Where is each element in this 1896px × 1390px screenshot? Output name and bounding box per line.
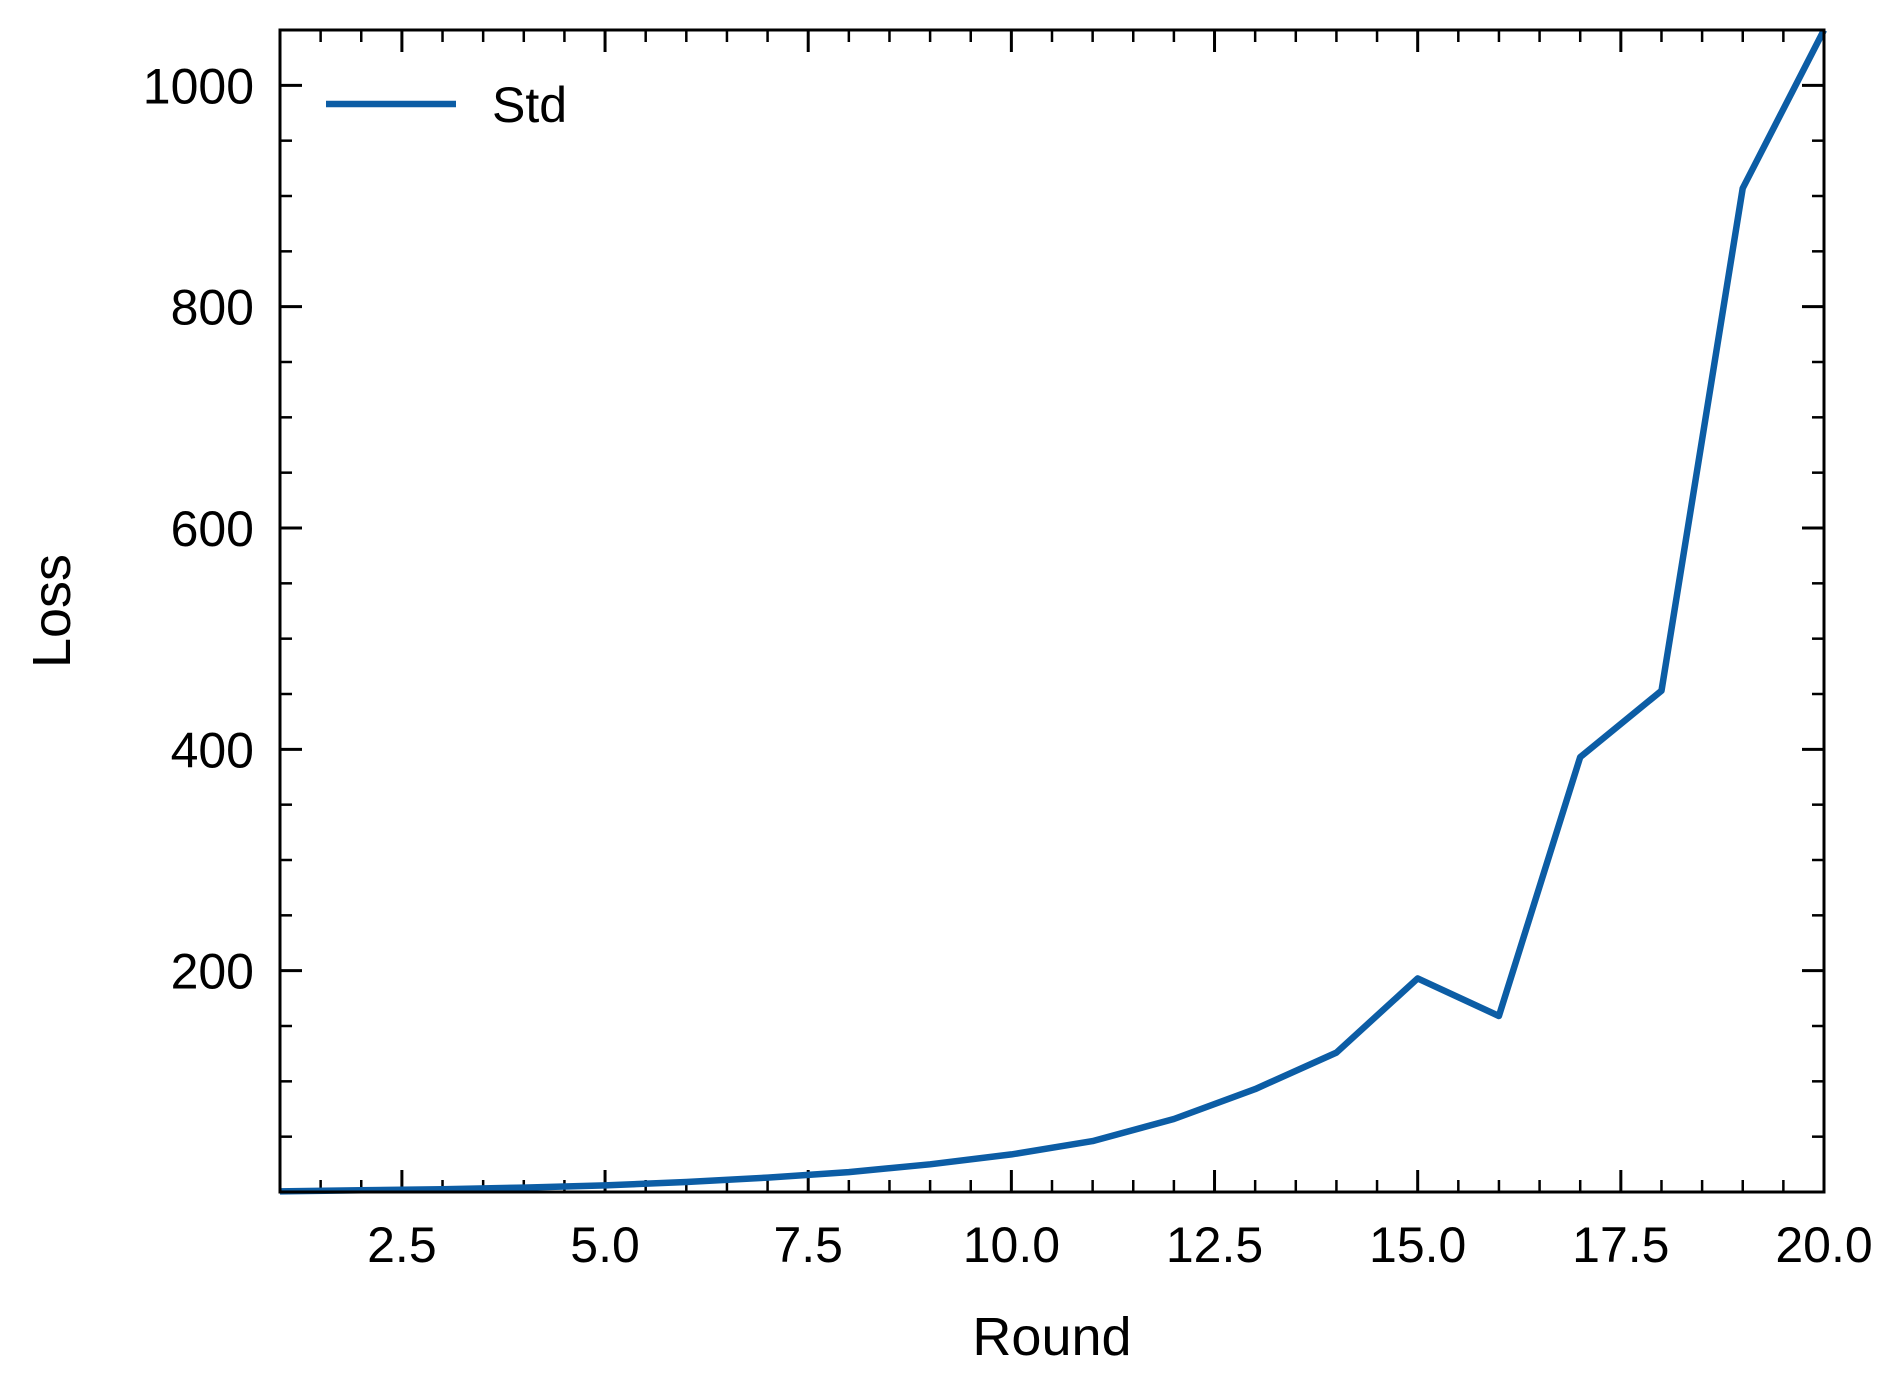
y-tick-label: 1000	[143, 58, 254, 114]
x-tick-label: 15.0	[1369, 1217, 1466, 1273]
x-tick-label: 12.5	[1166, 1217, 1263, 1273]
plot-frame	[278, 28, 1826, 1194]
x-tick-label: 5.0	[570, 1217, 640, 1273]
y-tick-label: 800	[171, 280, 254, 336]
y-axis-label: Loss	[22, 554, 82, 668]
y-tick-label: 600	[171, 501, 254, 557]
x-tick-label: 2.5	[367, 1217, 437, 1273]
x-tick-label: 10.0	[963, 1217, 1060, 1273]
x-tick-label: 20.0	[1775, 1217, 1872, 1273]
y-tick-label: 200	[171, 944, 254, 1000]
x-tick-label: 7.5	[773, 1217, 843, 1273]
x-axis-label: Round	[972, 1307, 1131, 1367]
x-tick-label: 17.5	[1572, 1217, 1669, 1273]
y-tick-label: 400	[171, 722, 254, 778]
tick-labels: 2.5 5.0 7.5 10.0 12.5 15.0 17.5 20.0 200 400 600 80…	[143, 58, 1873, 1273]
series-layer	[279, 28, 1827, 1195]
series-line-std	[279, 28, 1827, 1195]
legend-label-std: Std	[492, 77, 567, 133]
ticks-layer	[278, 28, 1826, 1192]
legend: Std	[326, 77, 567, 133]
